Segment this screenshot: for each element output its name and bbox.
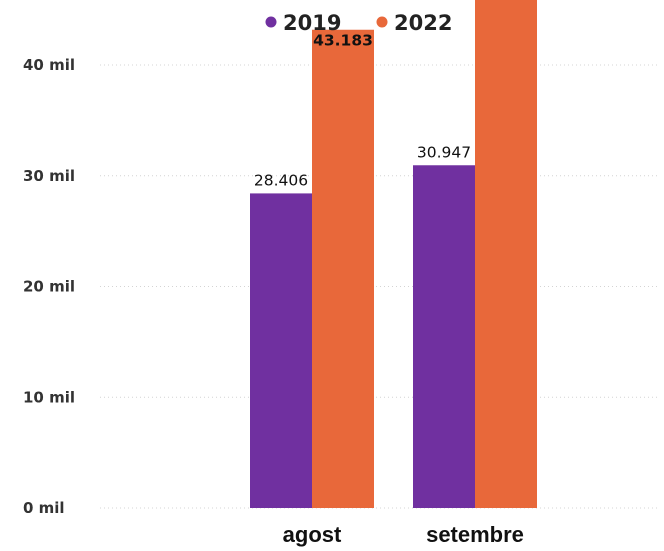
- legend-label-2022: 2022: [394, 11, 452, 35]
- y-tick-label-0-mil: 0 mil: [23, 499, 65, 517]
- gridlines: [100, 64, 660, 509]
- legend[interactable]: 2019 2022: [265, 11, 453, 35]
- data-label-setembre-2019: 30.947: [417, 143, 471, 161]
- y-tick-label-40-mil: 40 mil: [23, 56, 75, 74]
- y-tick-label-30-mil: 30 mil: [23, 167, 75, 185]
- y-tick-label-20-mil: 20 mil: [23, 278, 75, 296]
- data-label-agost-2022: 43.183: [313, 32, 373, 50]
- legend-swatch-2019: [265, 16, 277, 28]
- legend-label-2019: 2019: [283, 11, 341, 35]
- legend-swatch-2022: [376, 16, 388, 28]
- x-axis: agost setembre: [283, 522, 524, 547]
- y-axis: 0 mil 10 mil 20 mil 30 mil 40 mil: [23, 56, 75, 517]
- bar-setembre-2022[interactable]: [475, 0, 537, 509]
- legend-item-2019[interactable]: 2019: [265, 11, 342, 35]
- bars: [250, 0, 537, 509]
- x-tick-label-setembre: setembre: [426, 522, 524, 547]
- y-tick-label-10-mil: 10 mil: [23, 388, 75, 406]
- x-tick-label-agost: agost: [283, 522, 342, 547]
- legend-item-2022[interactable]: 2022: [376, 11, 453, 35]
- data-label-agost-2019: 28.406: [254, 171, 308, 189]
- bar-agost-2022[interactable]: [312, 29, 374, 508]
- bar-setembre-2019[interactable]: [413, 165, 475, 509]
- bar-agost-2019[interactable]: [250, 193, 312, 508]
